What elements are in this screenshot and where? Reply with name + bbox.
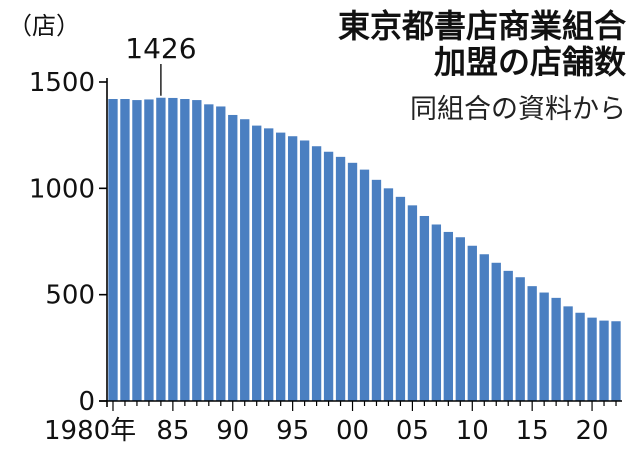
bar-2016 <box>539 292 549 401</box>
bar-1988 <box>204 104 214 401</box>
bar-1997 <box>311 146 322 401</box>
bar-2000 <box>347 162 358 401</box>
bar-2018 <box>563 306 573 401</box>
bar-1986 <box>180 99 190 401</box>
bar-1982 <box>132 100 142 401</box>
x-tick-label-2000: 00 <box>336 416 369 446</box>
x-tick-label-2005: 05 <box>396 416 429 446</box>
y-tick-label-0: 0 <box>78 387 95 417</box>
bar-1998 <box>323 151 334 401</box>
x-tick-label-2020: 20 <box>576 416 609 446</box>
bar-2019 <box>575 312 585 401</box>
bar-2015 <box>527 286 537 401</box>
bar-1995 <box>287 136 298 402</box>
chart-title-line-1: 東京都書店商業組合 <box>337 7 626 45</box>
y-unit-label: （店） <box>8 12 80 40</box>
y-tick-label-500: 500 <box>45 281 95 311</box>
bar-1990 <box>228 114 238 402</box>
bar-2005 <box>407 205 418 401</box>
bar-2004 <box>395 196 406 401</box>
bar-2017 <box>551 297 561 401</box>
bar-1984 <box>156 97 166 402</box>
bar-1996 <box>299 140 310 402</box>
x-tick-label-2015: 15 <box>516 416 549 446</box>
x-tick-label-1980: 1980年 <box>44 416 136 446</box>
bar-1983 <box>144 99 154 401</box>
bar-2009 <box>455 237 465 401</box>
y-tick-label-1000: 1000 <box>29 174 95 204</box>
bar-1981 <box>120 99 130 401</box>
bar-1992 <box>252 125 262 401</box>
bar-2007 <box>431 224 442 401</box>
x-tick-label-1985: 85 <box>156 416 189 446</box>
bar-2012 <box>491 262 501 401</box>
bar-1999 <box>335 156 346 401</box>
bar-2008 <box>443 231 454 401</box>
bar-2002 <box>371 179 382 401</box>
bar-2006 <box>419 215 430 401</box>
chart-source-note: 同組合の資料から <box>410 94 626 125</box>
bar-1985 <box>168 97 178 401</box>
bar-2020 <box>587 317 597 401</box>
x-tick-label-1990: 90 <box>216 416 249 446</box>
bar-1993 <box>264 128 274 402</box>
bar-1980 <box>108 99 118 401</box>
bar-2014 <box>515 277 525 401</box>
bar-2010 <box>467 245 477 401</box>
x-tick-label-2010: 10 <box>456 416 489 446</box>
bar-2022 <box>611 321 621 401</box>
bar-2011 <box>479 254 489 401</box>
x-tick-label-1995: 95 <box>276 416 309 446</box>
bar-1991 <box>240 119 250 401</box>
annotation-label-peak: 1426 <box>125 32 196 65</box>
bar-1989 <box>216 106 226 402</box>
bar-2001 <box>359 169 370 401</box>
bar-1987 <box>192 100 202 401</box>
chart-title-line-2: 加盟の店舗数 <box>433 43 626 81</box>
bar-1994 <box>275 132 286 402</box>
bar-2021 <box>599 320 609 401</box>
bar-2013 <box>503 270 513 401</box>
y-tick-label-1500: 1500 <box>29 68 95 98</box>
bar-2003 <box>383 188 394 401</box>
